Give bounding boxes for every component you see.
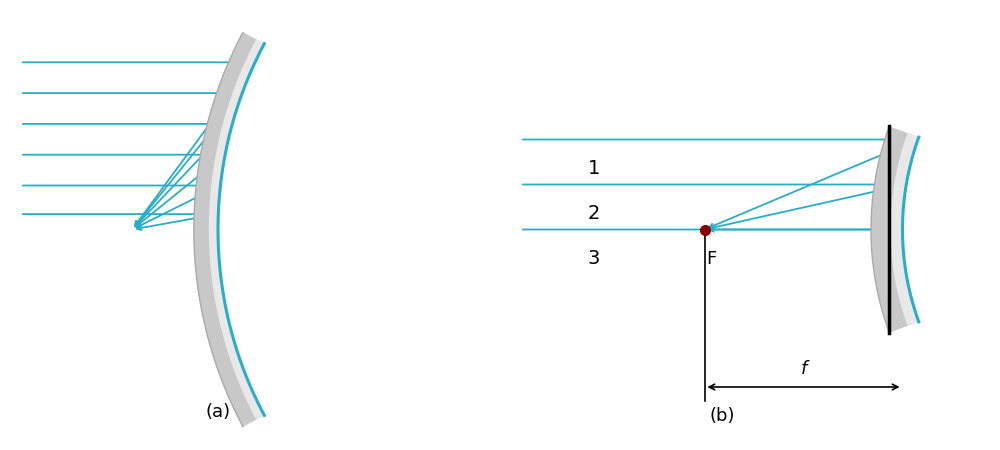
Text: 3: 3 [588, 249, 600, 268]
Text: (b): (b) [710, 407, 735, 425]
Text: F: F [706, 250, 716, 268]
Polygon shape [891, 133, 919, 326]
Text: (a): (a) [205, 403, 231, 421]
Polygon shape [194, 32, 264, 427]
Polygon shape [871, 126, 919, 333]
Text: 2: 2 [588, 204, 600, 223]
Text: f: f [800, 360, 807, 378]
Text: 1: 1 [588, 159, 600, 178]
Polygon shape [209, 39, 264, 420]
